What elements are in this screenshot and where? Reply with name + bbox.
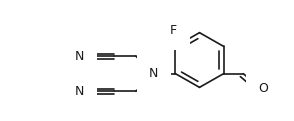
Text: O: O xyxy=(258,82,268,95)
Text: N: N xyxy=(75,50,84,63)
Text: N: N xyxy=(75,85,84,98)
Text: F: F xyxy=(170,24,177,37)
Text: N: N xyxy=(149,67,158,80)
